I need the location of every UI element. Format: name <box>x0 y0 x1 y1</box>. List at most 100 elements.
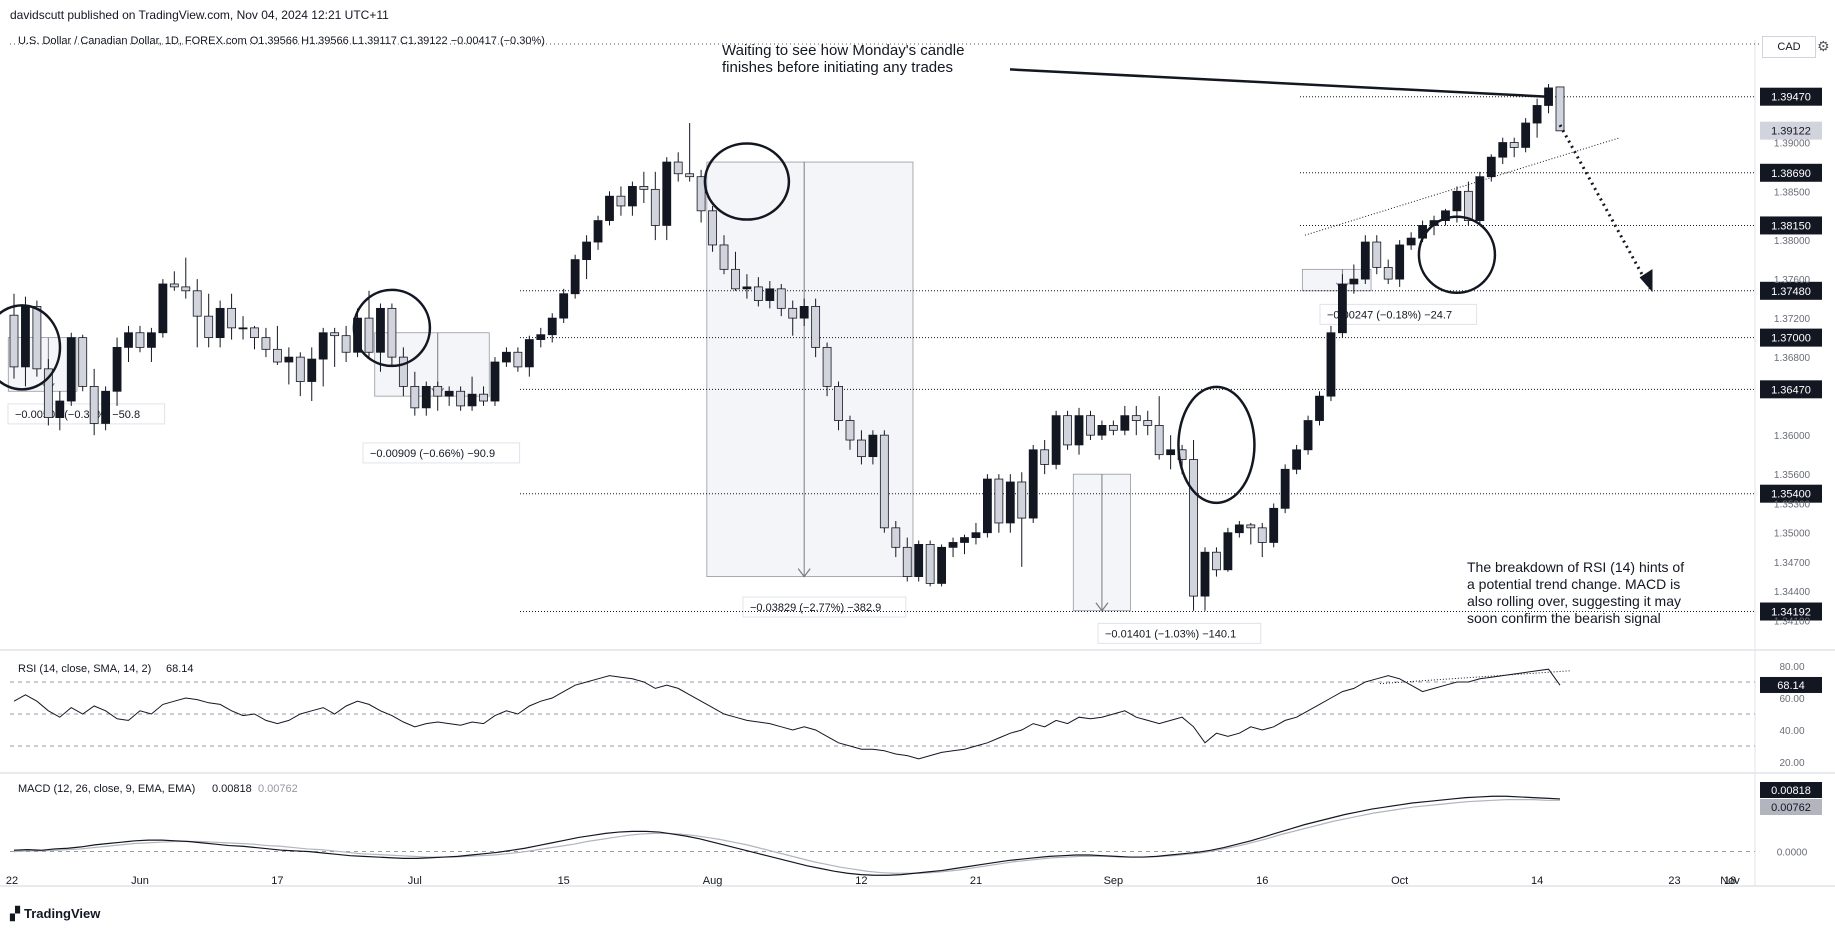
candle-up <box>593 220 603 243</box>
candle-up <box>799 306 809 319</box>
right-note: a potential trend change. MACD is <box>1467 576 1680 592</box>
candle-down <box>719 244 729 270</box>
y-tick-label: 1.34700 <box>1774 558 1811 569</box>
candle-up <box>1338 283 1347 334</box>
y-tick-label: 1.35600 <box>1774 470 1811 481</box>
candle-down <box>708 210 717 246</box>
right-note: The breakdown of RSI (14) hints of <box>1467 559 1684 575</box>
level-label-bg <box>1760 281 1822 300</box>
candle-down <box>341 335 351 353</box>
candle-up <box>742 286 752 290</box>
measure-label: −0.00508 (−0.37%) −50.8 <box>15 409 140 421</box>
candle-down <box>811 306 821 348</box>
x-tick-label: 18 <box>1724 875 1736 887</box>
macd-title: MACD (12, 26, close, 9, EMA, EMA) <box>18 783 195 795</box>
level-label-bg <box>1760 163 1822 182</box>
measure-label-box <box>1097 622 1262 644</box>
candle-down <box>776 288 786 309</box>
candle-down <box>513 351 523 368</box>
resistance-trendline <box>1009 68 1549 98</box>
candle-up <box>66 337 76 402</box>
candle-down <box>1212 551 1221 571</box>
candle-up <box>536 334 546 340</box>
candle-up <box>582 241 592 260</box>
candle-down <box>1086 415 1095 436</box>
candle-up <box>971 532 981 538</box>
x-tick-label: Sep <box>1104 875 1124 887</box>
tradingview-logo[interactable]: ▞ TradingView <box>10 906 100 922</box>
currency-button[interactable]: CAD <box>1762 36 1816 58</box>
candle-up <box>124 332 133 348</box>
candle-up <box>421 385 431 409</box>
candle-up <box>55 400 65 419</box>
candle-down <box>456 390 466 407</box>
candle-down <box>639 186 649 190</box>
candle-down <box>227 307 236 329</box>
candle-down <box>192 290 202 317</box>
top-note: Waiting to see how Monday's candle <box>722 42 964 59</box>
candle-down <box>1509 142 1519 148</box>
candle-up <box>570 259 580 295</box>
candle-up <box>1406 237 1416 246</box>
candle-up <box>662 161 672 226</box>
candle-down <box>753 286 763 301</box>
y-tick-label: 1.35000 <box>1774 529 1811 540</box>
candle-up <box>1051 415 1061 465</box>
candle-up <box>1200 551 1210 597</box>
candle-down <box>433 385 443 397</box>
candle-up <box>1452 190 1462 212</box>
candle-down <box>845 420 855 441</box>
candle-up <box>1223 532 1233 571</box>
candle-up <box>605 195 614 221</box>
rsi-line <box>13 668 1561 760</box>
x-tick-label: Oct <box>1391 875 1408 887</box>
highlight-ellipse <box>1177 385 1256 505</box>
gear-icon[interactable]: ⚙ <box>1817 38 1830 54</box>
measure-label: −0.00247 (−0.18%) −24.7 <box>1327 309 1452 321</box>
candle-up <box>1074 415 1084 446</box>
y-tick-label: 1.34100 <box>1774 616 1811 627</box>
candle-down <box>891 527 901 548</box>
candle-down <box>731 268 740 290</box>
candle-down <box>616 195 626 207</box>
symbol-ohlc-line: U.S. Dollar / Canadian Dollar, 1D, FOREX… <box>18 35 545 47</box>
macd-line <box>13 795 1561 876</box>
candle-down <box>398 356 408 387</box>
highlight-ellipse <box>352 288 432 368</box>
candle-up <box>444 390 454 397</box>
candle-down <box>364 317 374 353</box>
candle-down <box>994 478 1004 524</box>
level-label: 1.38150 <box>1771 220 1811 232</box>
macd-legend-value: 0.00818 <box>212 783 252 795</box>
candle-up <box>1441 210 1450 221</box>
highlight-ellipse <box>0 304 62 391</box>
candle-down <box>32 306 42 370</box>
candle-down <box>169 283 179 288</box>
candle-up <box>914 544 924 577</box>
x-tick-label: 15 <box>558 875 570 887</box>
x-tick-label: Nov <box>1720 875 1740 887</box>
y-tick-label: 1.39000 <box>1774 139 1811 150</box>
candle-up <box>1303 420 1313 451</box>
candle-up <box>1315 395 1324 421</box>
candle-down <box>696 176 706 212</box>
x-tick-label: 12 <box>855 875 867 887</box>
candle-down <box>1463 190 1473 221</box>
candle-down <box>479 393 488 402</box>
measure-label-box <box>742 596 907 618</box>
candle-up <box>1532 105 1542 124</box>
candle-up <box>937 546 947 584</box>
candle-down <box>1131 415 1141 421</box>
candle-down <box>650 188 660 226</box>
level-label-bg <box>1760 380 1822 399</box>
level-label: 1.37000 <box>1771 333 1811 345</box>
candle-up <box>1097 425 1107 436</box>
candle-down <box>330 332 340 337</box>
candle-up <box>1349 278 1359 285</box>
candle-up <box>1360 241 1370 280</box>
candle-down <box>1257 527 1267 543</box>
candle-up <box>1280 468 1290 509</box>
highlight-ellipse <box>1417 215 1497 294</box>
macd-signal-value-bg <box>1760 799 1822 815</box>
